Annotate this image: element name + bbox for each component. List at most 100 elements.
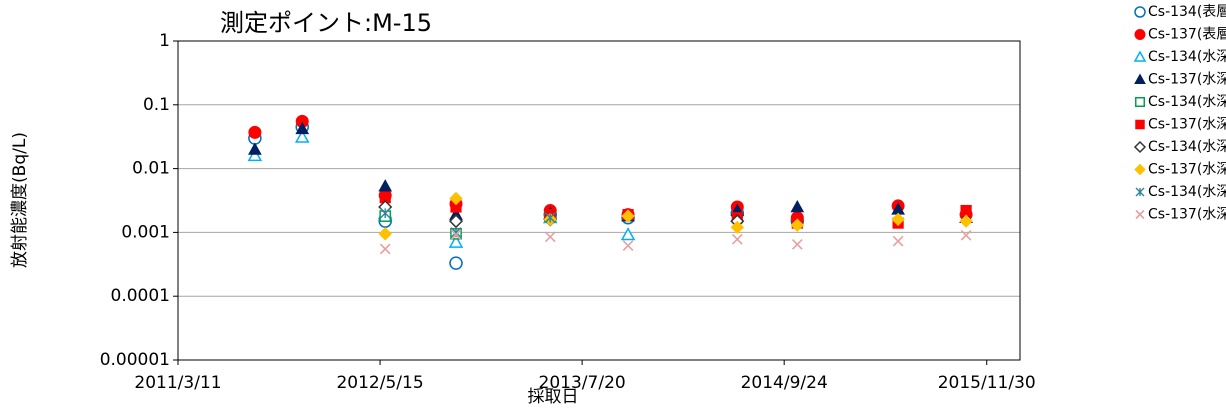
marker-shape (891, 212, 905, 227)
legend-label: Cs-137(表層) (1148, 27, 1226, 43)
marker-shape (1133, 140, 1147, 154)
marker (379, 243, 391, 255)
marker-shape (378, 227, 392, 241)
marker-shape (622, 240, 634, 252)
legend-label: Cs-137(水深200m) (1148, 117, 1226, 133)
marker-shape (620, 227, 636, 241)
marker (248, 125, 262, 139)
marker-shape (248, 142, 262, 155)
marker-shape (544, 231, 556, 243)
marker (731, 233, 743, 245)
x-tick-label: 2014/9/24 (741, 373, 828, 393)
marker (448, 234, 464, 248)
marker (1135, 97, 1145, 107)
marker (544, 212, 556, 223)
marker-shape (247, 148, 263, 162)
marker (449, 256, 463, 270)
marker (620, 227, 636, 241)
marker (379, 207, 391, 219)
marker-shape (621, 209, 635, 223)
marker-shape (790, 199, 805, 213)
marker (790, 218, 805, 232)
marker-shape (1135, 119, 1145, 130)
marker-shape (1135, 209, 1145, 220)
marker-shape (960, 229, 972, 241)
y-tick-label: 0.1 (143, 95, 170, 115)
marker (959, 214, 973, 228)
marker (450, 229, 462, 241)
marker (960, 229, 972, 241)
marker (1134, 73, 1146, 84)
marker (1134, 6, 1146, 18)
y-axis-title: 放射能濃度(Bq/L) (10, 132, 30, 268)
x-axis-title: 採取日 (528, 387, 579, 407)
marker-shape (449, 256, 463, 270)
legend-label: Cs-134(水深100m) (1148, 49, 1226, 65)
y-tick-label: 0.00001 (100, 350, 170, 370)
marker (1134, 163, 1146, 176)
marker (1135, 119, 1145, 130)
marker (544, 231, 556, 243)
x-tick-label: 2012/5/15 (336, 373, 423, 393)
marker-shape (790, 218, 805, 232)
chart-title: 測定ポイント:M-15 (220, 9, 432, 37)
marker-shape (248, 125, 262, 139)
legend-label: Cs-134(表層) (1148, 4, 1226, 20)
marker (1135, 209, 1145, 220)
legend-label: Cs-137(水深100m) (1148, 72, 1226, 88)
y-tick-label: 1 (159, 31, 170, 51)
marker-shape (295, 121, 310, 135)
marker-shape (378, 179, 393, 192)
marker-shape (448, 234, 464, 248)
marker (892, 235, 904, 247)
marker (247, 148, 263, 162)
marker (891, 212, 905, 227)
marker (791, 238, 803, 250)
marker (448, 214, 464, 229)
legend-label: Cs-134(水深200m) (1148, 94, 1226, 110)
marker-shape (959, 214, 973, 228)
legend-label: Cs-134(水深500m) (1148, 184, 1226, 200)
marker (1133, 50, 1147, 62)
marker-shape (1133, 50, 1147, 62)
marker (294, 129, 310, 143)
marker (449, 191, 463, 206)
x-tick-label: 2011/3/11 (134, 373, 221, 393)
x-tick-label: 2015/11/30 (938, 373, 1036, 393)
marker (378, 179, 393, 192)
marker (622, 240, 634, 252)
marker-shape (1134, 73, 1146, 84)
marker-shape (1134, 6, 1146, 18)
marker (248, 142, 262, 155)
y-tick-label: 0.0001 (111, 286, 170, 306)
y-tick-label: 0.001 (121, 222, 170, 242)
marker (1135, 187, 1145, 197)
marker-shape (960, 204, 972, 217)
marker (960, 204, 972, 217)
x-tick-label: 2013/7/20 (539, 373, 626, 393)
marker-shape (892, 235, 904, 247)
marker (790, 199, 805, 213)
y-tick-label: 0.01 (132, 159, 170, 179)
marker (295, 121, 310, 135)
legend-label: Cs-137(水深300m) (1148, 162, 1226, 178)
marker-shape (1135, 187, 1145, 197)
marker-shape (1135, 97, 1145, 107)
marker (621, 209, 635, 223)
marker-shape (450, 229, 462, 241)
marker-shape (294, 129, 310, 143)
legend-label: Cs-137(水深500m) (1148, 207, 1226, 223)
marker (378, 227, 392, 241)
marker-shape (379, 207, 391, 219)
marker-shape (379, 243, 391, 255)
marker (1133, 140, 1147, 154)
marker-shape (731, 233, 743, 245)
marker-shape (448, 214, 464, 229)
marker-shape (544, 212, 556, 223)
marker-shape (1134, 29, 1146, 40)
legend-label: Cs-134(水深300m) (1148, 139, 1226, 155)
marker (1134, 29, 1146, 40)
marker (730, 220, 745, 235)
marker-shape (791, 238, 803, 250)
